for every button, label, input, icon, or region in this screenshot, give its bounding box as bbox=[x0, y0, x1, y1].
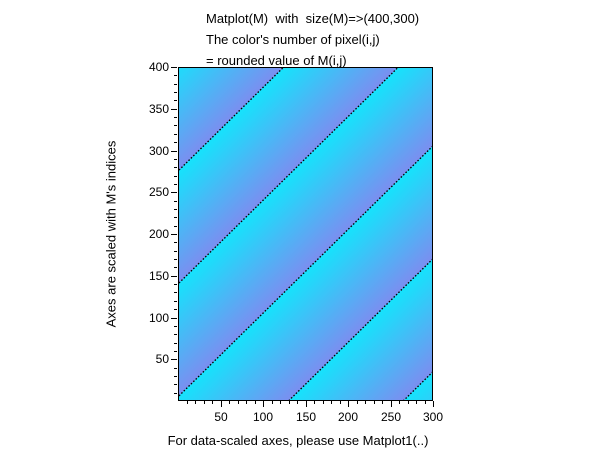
x-tick-label: 50 bbox=[214, 410, 228, 424]
x-minor-tick bbox=[382, 401, 383, 404]
x-minor-tick bbox=[204, 401, 205, 404]
stripe-gradient-fill bbox=[179, 68, 432, 400]
y-minor-tick bbox=[174, 259, 177, 260]
y-minor-tick bbox=[174, 326, 177, 327]
plot-area bbox=[178, 67, 433, 401]
y-minor-tick bbox=[174, 309, 177, 310]
x-minor-tick bbox=[357, 401, 358, 404]
y-minor-tick bbox=[174, 267, 177, 268]
x-minor-tick bbox=[212, 401, 213, 404]
y-minor-tick bbox=[174, 117, 177, 118]
x-minor-tick bbox=[399, 401, 400, 404]
x-minor-tick bbox=[425, 401, 426, 404]
y-minor-tick bbox=[174, 343, 177, 344]
x-major-tick bbox=[391, 401, 392, 407]
x-tick-label: 100 bbox=[252, 410, 274, 424]
x-major-tick bbox=[221, 401, 222, 407]
x-minor-tick bbox=[331, 401, 332, 404]
y-minor-tick bbox=[174, 251, 177, 252]
x-minor-tick bbox=[297, 401, 298, 404]
x-minor-tick bbox=[246, 401, 247, 404]
x-minor-tick bbox=[187, 401, 188, 404]
stripe-boundary-line bbox=[179, 68, 398, 284]
stripe-boundary-line bbox=[179, 145, 432, 397]
plot-title-line-3: = rounded value of M(i,j) bbox=[206, 53, 347, 68]
plot-title-line-2: The color's number of pixel(i,j) bbox=[206, 32, 380, 47]
y-tick-label: 200 bbox=[148, 227, 169, 241]
y-major-tick bbox=[171, 67, 177, 68]
x-tick-label: 200 bbox=[337, 410, 359, 424]
y-tick-label: 50 bbox=[155, 352, 169, 366]
y-minor-tick bbox=[174, 393, 177, 394]
stripe-boundary-line bbox=[179, 68, 284, 171]
y-minor-tick bbox=[174, 92, 177, 93]
y-minor-tick bbox=[174, 301, 177, 302]
x-minor-tick bbox=[365, 401, 366, 404]
x-major-tick bbox=[263, 401, 264, 407]
x-major-tick bbox=[348, 401, 349, 407]
x-minor-tick bbox=[408, 401, 409, 404]
plot-title-line-1: Matplot(M) with size(M)=>(400,300) bbox=[206, 11, 420, 26]
x-minor-tick bbox=[416, 401, 417, 404]
y-tick-label: 300 bbox=[148, 144, 169, 158]
y-tick-label: 400 bbox=[148, 60, 169, 74]
x-minor-tick bbox=[255, 401, 256, 404]
stripe-pattern-svg bbox=[179, 68, 432, 400]
y-tick-label: 350 bbox=[148, 102, 169, 116]
y-major-tick bbox=[171, 234, 177, 235]
x-minor-tick bbox=[340, 401, 341, 404]
y-major-tick bbox=[171, 109, 177, 110]
x-axis-label: For data-scaled axes, please use Matplot… bbox=[167, 433, 429, 448]
x-minor-tick bbox=[238, 401, 239, 404]
x-minor-tick bbox=[314, 401, 315, 404]
y-minor-tick bbox=[174, 201, 177, 202]
y-major-tick bbox=[171, 359, 177, 360]
y-minor-tick bbox=[174, 292, 177, 293]
y-minor-tick bbox=[174, 384, 177, 385]
x-minor-tick bbox=[272, 401, 273, 404]
y-minor-tick bbox=[174, 334, 177, 335]
x-tick-label: 250 bbox=[380, 410, 402, 424]
y-minor-tick bbox=[174, 376, 177, 377]
y-minor-tick bbox=[174, 100, 177, 101]
y-minor-tick bbox=[174, 125, 177, 126]
y-tick-label: 150 bbox=[148, 269, 169, 283]
y-minor-tick bbox=[174, 368, 177, 369]
y-axis-label: Axes are scaled with M's indices bbox=[103, 140, 119, 328]
y-minor-tick bbox=[174, 75, 177, 76]
y-minor-tick bbox=[174, 159, 177, 160]
y-minor-tick bbox=[174, 351, 177, 352]
x-minor-tick bbox=[280, 401, 281, 404]
y-minor-tick bbox=[174, 242, 177, 243]
y-minor-tick bbox=[174, 209, 177, 210]
y-tick-label: 250 bbox=[148, 185, 169, 199]
x-minor-tick bbox=[374, 401, 375, 404]
y-minor-tick bbox=[174, 284, 177, 285]
y-major-tick bbox=[171, 192, 177, 193]
x-minor-tick bbox=[195, 401, 196, 404]
y-minor-tick bbox=[174, 184, 177, 185]
plot-title: Matplot(M) with size(M)=>(400,300) The c… bbox=[206, 8, 419, 71]
y-minor-tick bbox=[174, 226, 177, 227]
y-minor-tick bbox=[174, 134, 177, 135]
y-major-tick bbox=[171, 151, 177, 152]
x-major-tick bbox=[433, 401, 434, 407]
x-tick-label: 150 bbox=[295, 410, 317, 424]
y-minor-tick bbox=[174, 167, 177, 168]
y-minor-tick bbox=[174, 176, 177, 177]
y-minor-tick bbox=[174, 84, 177, 85]
y-major-tick bbox=[171, 318, 177, 319]
x-tick-label: 300 bbox=[422, 410, 444, 424]
y-major-tick bbox=[171, 276, 177, 277]
x-minor-tick bbox=[289, 401, 290, 404]
y-minor-tick bbox=[174, 142, 177, 143]
x-minor-tick bbox=[323, 401, 324, 404]
x-major-tick bbox=[306, 401, 307, 407]
y-tick-label: 100 bbox=[148, 311, 169, 325]
x-minor-tick bbox=[229, 401, 230, 404]
y-minor-tick bbox=[174, 217, 177, 218]
